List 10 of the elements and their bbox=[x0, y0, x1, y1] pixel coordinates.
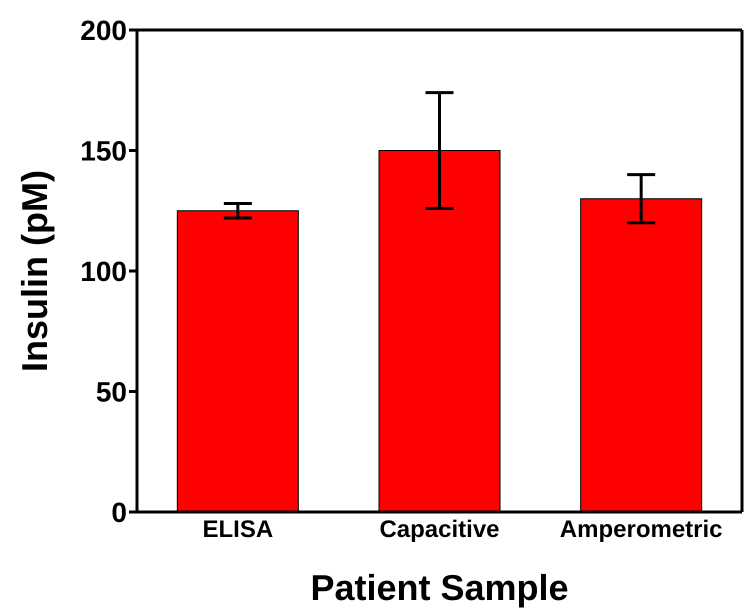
x-axis-title: Patient Sample bbox=[310, 567, 569, 608]
y-tick-label: 150 bbox=[80, 135, 127, 166]
x-tick-label: ELISA bbox=[202, 516, 274, 544]
x-tick-label: Amperometric bbox=[560, 516, 723, 544]
y-tick-label: 50 bbox=[96, 376, 127, 408]
y-tick-label: 200 bbox=[80, 14, 127, 46]
y-tick-label: 0 bbox=[111, 496, 127, 528]
y-tick-label: 100 bbox=[80, 256, 127, 287]
x-tick-label: Capacitive bbox=[379, 516, 500, 544]
y-axis-title: Insulin (pM) bbox=[14, 170, 55, 372]
